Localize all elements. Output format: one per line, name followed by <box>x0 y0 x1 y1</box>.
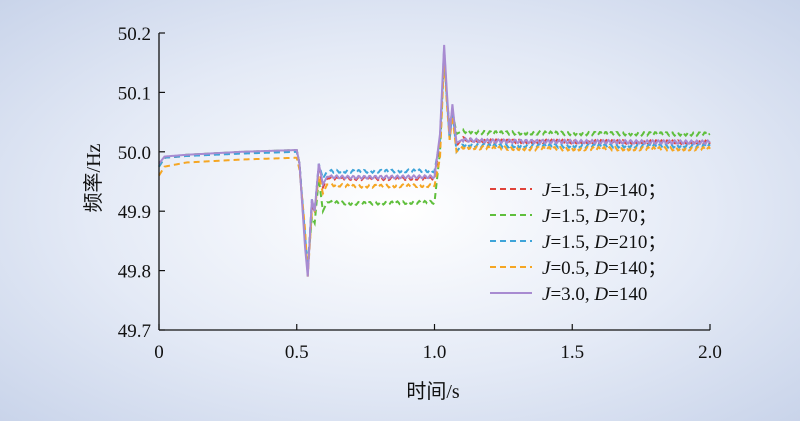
x-tick-label: 2.0 <box>698 342 722 363</box>
x-tick-label: 0 <box>154 342 164 363</box>
x-axis-label: 时间/s <box>406 380 460 403</box>
y-tick-label: 49.7 <box>118 321 151 342</box>
series-line-4 <box>158 44 711 277</box>
y-tick-label: 50.0 <box>118 143 151 164</box>
plot-area <box>158 44 711 277</box>
series-line-1 <box>158 53 711 265</box>
y-tick-label: 49.8 <box>118 262 151 283</box>
legend-label: J=1.5, D=70； <box>542 206 657 227</box>
legend-label: J=1.5, D=140； <box>542 180 666 201</box>
legend: J=1.5, D=140； J=1.5, D=70； J=1.5, D=210； J=… <box>490 180 666 305</box>
x-tick-label: 1.0 <box>423 342 447 363</box>
legend-label: J=3.0, D=140 <box>542 284 647 305</box>
y-tick-label: 50.2 <box>118 24 151 45</box>
series-line-3 <box>158 56 711 277</box>
y-tick-label: 49.9 <box>118 202 151 223</box>
x-tick-label: 0.5 <box>285 342 309 363</box>
legend-label: J=1.5, D=210； <box>542 232 666 253</box>
y-axis-label: 频率/Hz <box>82 143 105 212</box>
legend-label: J=0.5, D=140； <box>542 258 666 279</box>
axes: 0 0.5 1.0 1.5 2.0 49.7 49.8 49.9 50.0 50.1 50.2 <box>118 24 722 363</box>
x-tick-label: 1.5 <box>560 342 584 363</box>
y-tick-label: 50.1 <box>118 83 151 104</box>
